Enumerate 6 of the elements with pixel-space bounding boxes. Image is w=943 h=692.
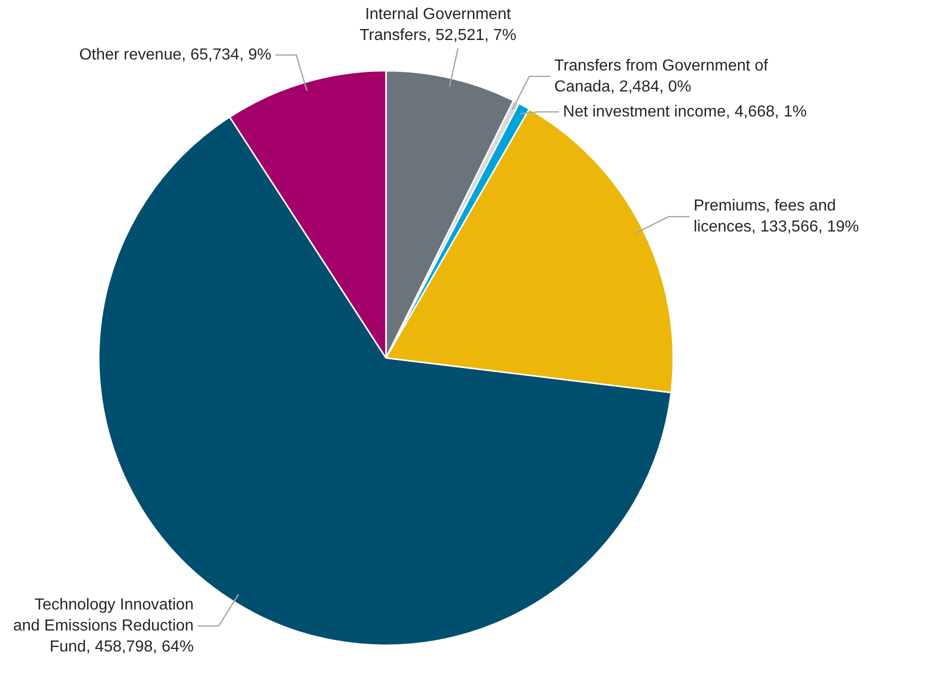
slice-label: Transfers from Government of Canada, 2,484, 0%	[554, 57, 769, 96]
slice-label: Premiums, fees and licences, 133,566, 19%	[694, 198, 860, 236]
slice-label: Technology Innovation and Emissions Reduction Fund, 458,798, 64%	[13, 596, 194, 656]
slice-label: Other revenue, 65,734, 9%	[79, 46, 272, 64]
slice-label: Net investment income, 4,668, 1%	[563, 103, 807, 120]
slice-label: Internal Government Transfers, 52,521, 7%	[360, 6, 516, 44]
